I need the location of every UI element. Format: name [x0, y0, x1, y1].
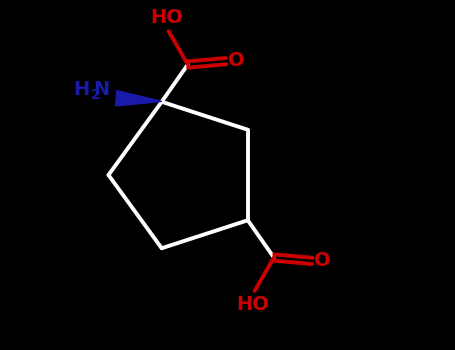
Text: O: O: [228, 51, 245, 70]
Polygon shape: [116, 91, 162, 106]
Text: H: H: [74, 80, 90, 99]
Text: N: N: [93, 80, 109, 99]
Text: HO: HO: [150, 8, 183, 27]
Text: 2: 2: [91, 88, 101, 102]
Text: HO: HO: [237, 295, 269, 314]
Text: O: O: [314, 251, 331, 271]
